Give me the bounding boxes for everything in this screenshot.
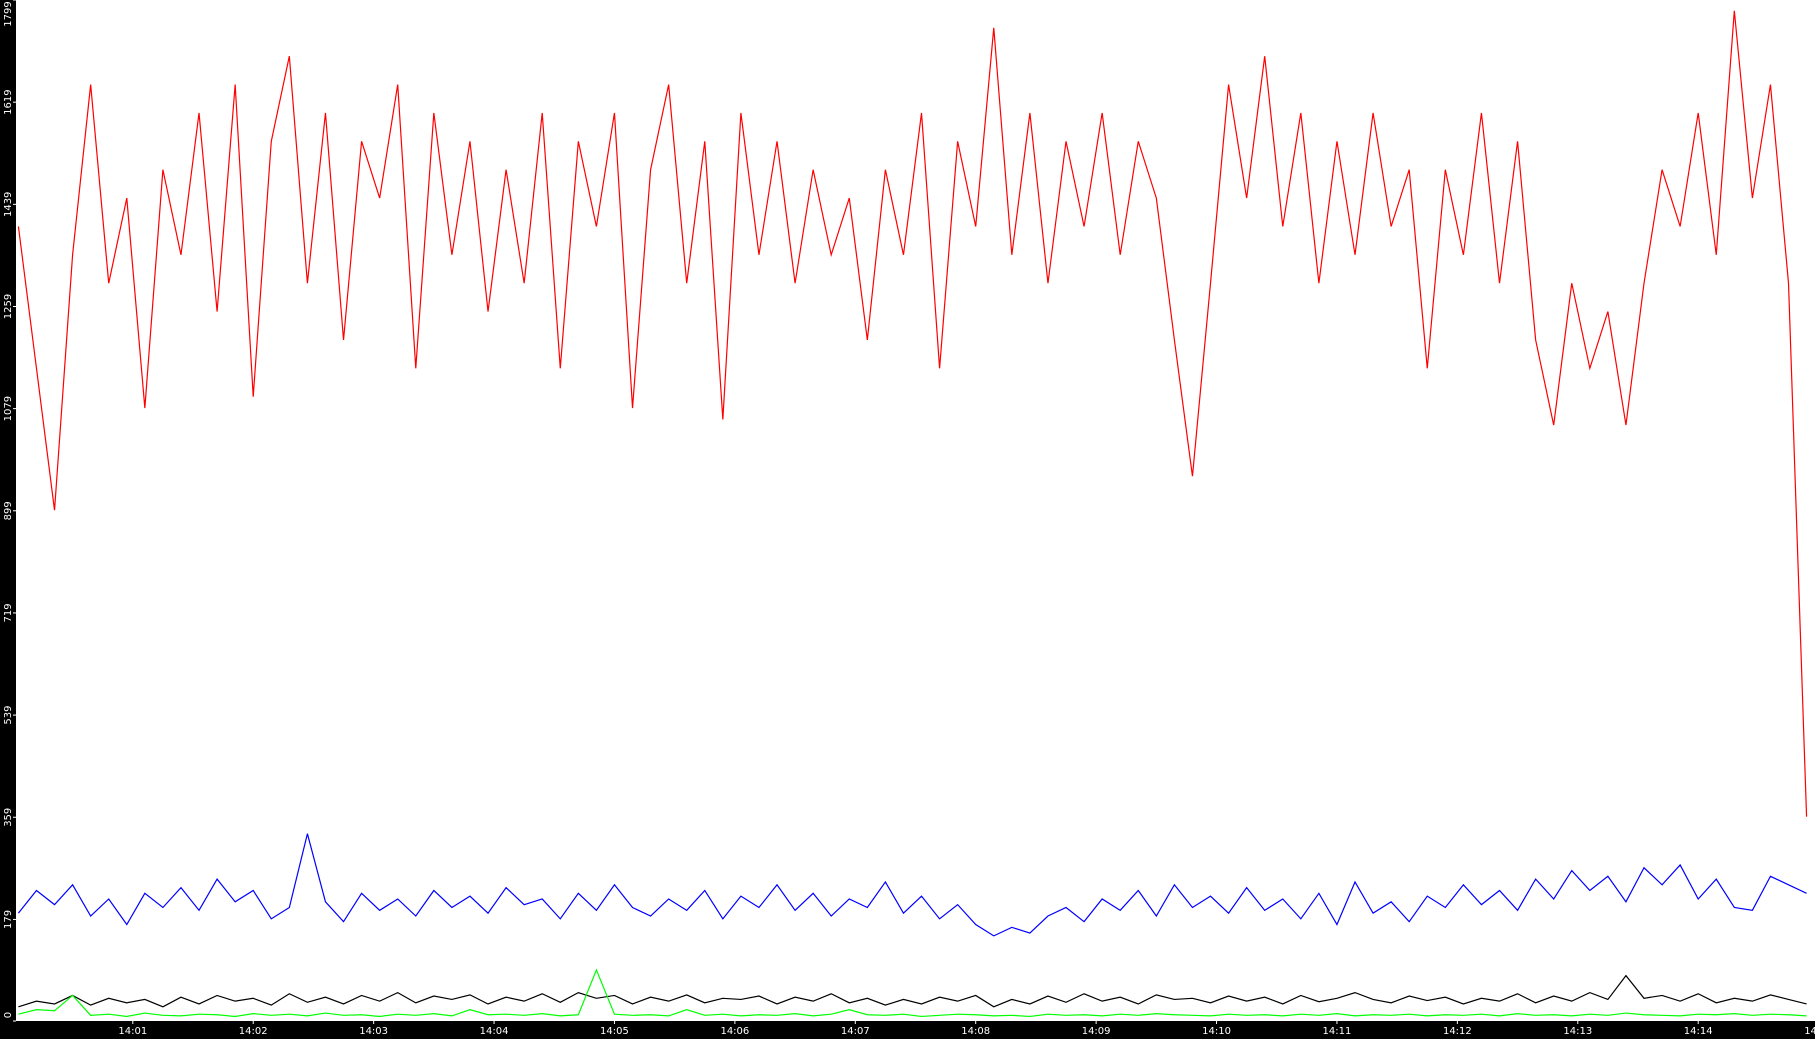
x-tick-label: 14:04: [480, 1026, 509, 1037]
x-tick-label: 14:11: [1323, 1026, 1352, 1037]
series-line: [17, 10, 1808, 817]
y-tick-label: 179: [3, 910, 14, 929]
series-line: [18, 968, 1807, 1018]
x-axis-strip: [0, 1021, 1815, 1039]
x-tick-label: 14:10: [1202, 1026, 1231, 1037]
y-tick-label: 719: [3, 603, 14, 622]
x-tick-label: 14:06: [720, 1026, 749, 1037]
y-tick-label: 1079: [3, 396, 14, 421]
y-tick-label: 1439: [3, 192, 14, 217]
y-tick-label: 539: [3, 706, 14, 725]
x-tick-label: 14:08: [961, 1026, 990, 1037]
x-tick-label: 14:07: [841, 1026, 870, 1037]
series-line: [17, 833, 1807, 937]
x-tick-label: 14:12: [1443, 1026, 1472, 1037]
x-tick-label: 14:03: [359, 1026, 388, 1037]
x-tick-label: 14:15: [1804, 1026, 1815, 1037]
y-tick-label: 0: [3, 1012, 14, 1018]
x-tick-label: 14:09: [1082, 1026, 1111, 1037]
y-tick-label: 1259: [3, 294, 14, 319]
x-tick-label: 14:05: [600, 1026, 629, 1037]
x-tick-label: 14:14: [1684, 1026, 1713, 1037]
y-axis-strip: [0, 0, 16, 1039]
y-tick-label: 1619: [3, 89, 14, 114]
y-tick-label: 359: [3, 808, 14, 827]
y-tick-label: 899: [3, 501, 14, 520]
x-tick-label: 14:02: [239, 1026, 268, 1037]
x-tick-label: 14:01: [118, 1026, 147, 1037]
y-tick-label: 1799: [3, 1, 14, 26]
x-tick-label: 14:13: [1563, 1026, 1592, 1037]
series-line: [18, 974, 1807, 1008]
